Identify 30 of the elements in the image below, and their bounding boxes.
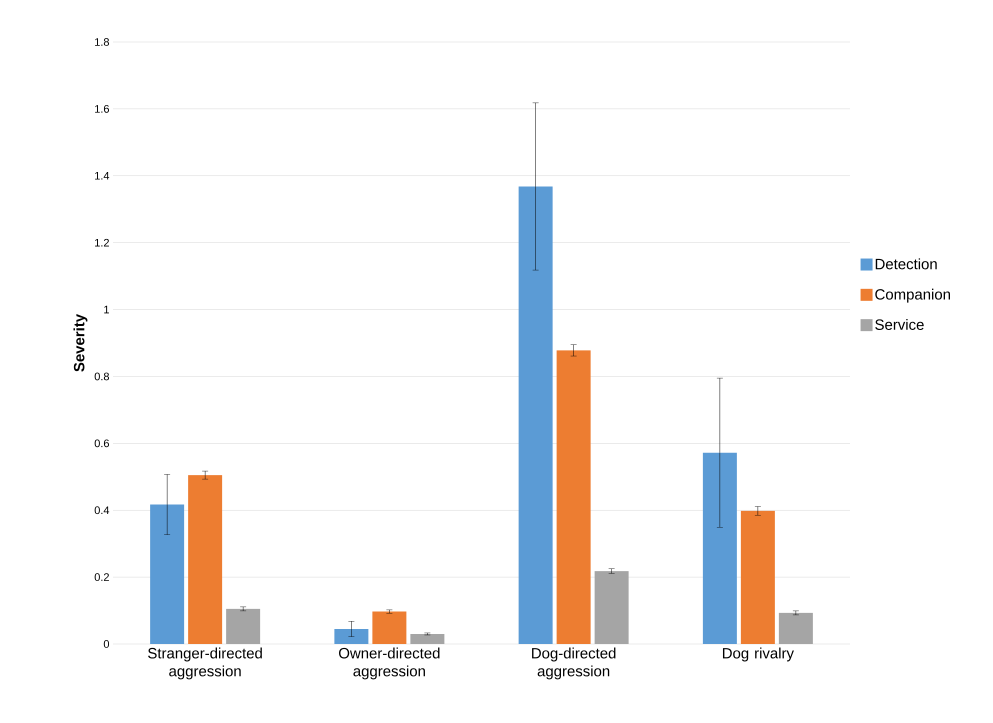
bar <box>740 510 775 644</box>
y-axis-title: Severity <box>73 314 88 372</box>
x-tick-label: Stranger-directed aggression <box>148 648 262 680</box>
x-tick-label: Dog-directed aggression <box>532 648 616 680</box>
y-tick-label: 1.4 <box>95 172 110 180</box>
y-tick-label: 0.4 <box>94 506 110 514</box>
legend-label: Service <box>875 318 924 330</box>
bar <box>372 612 406 644</box>
y-tick-label: 0.2 <box>94 573 109 581</box>
y-tick-label: 1.6 <box>95 105 109 113</box>
y-tick-label: 0.8 <box>94 372 109 380</box>
bar <box>778 612 813 644</box>
y-tick-label: 1.2 <box>95 238 109 246</box>
y-tick-label: 1 <box>104 306 109 314</box>
bar <box>556 350 591 644</box>
bar <box>150 504 184 644</box>
bar <box>334 628 368 644</box>
bar <box>594 571 629 644</box>
bar <box>410 634 444 644</box>
bar <box>188 475 222 644</box>
bar <box>702 452 737 644</box>
legend-label: Companion <box>875 288 950 303</box>
legend-label: Detection <box>876 258 937 270</box>
y-tick-label: 0 <box>104 640 110 648</box>
x-tick-label: Dog rivalry <box>722 648 794 662</box>
y-tick-label: 1.8 <box>95 38 109 46</box>
y-tick-label: 0.6 <box>94 439 109 448</box>
bar <box>226 608 260 644</box>
bar <box>518 186 553 644</box>
x-tick-label: Owner-directed aggression <box>339 648 440 680</box>
